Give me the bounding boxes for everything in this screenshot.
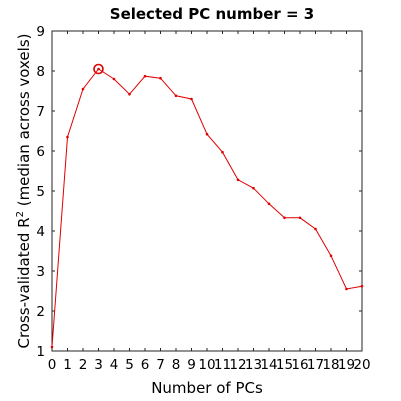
data-point [314,227,317,231]
x-axis-label: Number of PCs [151,379,263,397]
data-point [252,186,255,190]
data-point [283,216,286,220]
x-tick-label: 2 [79,357,88,373]
x-tick-label: 11 [214,357,231,373]
x-tick-label: 18 [322,357,339,373]
y-tick-label: 3 [36,264,45,280]
x-tick-label: 13 [245,357,262,373]
y-tick-label: 9 [36,24,45,40]
data-point [97,67,100,71]
x-tick-label: 10 [198,357,215,373]
x-tick-label: 5 [125,357,134,373]
chart-title: Selected PC number = 3 [110,5,314,23]
x-tick-label: 17 [307,357,324,373]
data-point [236,178,240,182]
x-tick-label: 6 [141,357,150,373]
axes-box [51,30,363,352]
x-tick-label: 15 [276,357,293,373]
selected-point-marker [93,63,104,75]
data-point [345,287,348,291]
data-point [221,150,224,154]
data-point [329,254,333,258]
y-tick-label: 6 [36,144,45,160]
x-tick-label: 4 [110,357,119,373]
data-point [360,284,364,288]
data-point [190,97,193,101]
data-point [112,77,116,81]
x-tick-label: 0 [48,357,57,373]
data-point [50,345,54,349]
y-tick-label: 2 [36,304,45,320]
x-tick-label: 16 [291,357,308,373]
x-tick-label: 7 [156,357,165,373]
y-tick-label: 1 [36,344,45,360]
y-axis-label-superscript: 2 [15,211,26,217]
y-tick-label: 7 [36,104,45,120]
data-point [159,76,162,80]
x-tick-label: 12 [229,357,246,373]
x-tick-label: 14 [260,357,277,373]
y-tick-label: 4 [36,224,45,240]
y-axis: 1 2 3 4 5 6 7 8 9 [36,24,362,360]
y-axis-label-main: Cross-validated R [15,217,33,348]
x-tick-label: 8 [172,357,181,373]
x-tick-label: 20 [353,357,370,373]
y-axis-label-tail: (median across voxels) [15,34,33,212]
data-point [128,92,131,96]
y-tick-label: 5 [36,184,45,200]
series-layer [50,63,364,349]
data-point [81,87,85,91]
data-point [174,94,178,98]
x-tick-label: 1 [63,357,72,373]
data-point [66,135,69,139]
x-tick-label: 19 [338,357,355,373]
y-axis-label: Cross-validated R2 (median across voxels… [15,34,33,349]
data-point [143,74,147,78]
data-point [205,132,209,136]
x-tick-label: 3 [94,357,103,373]
data-point [298,216,302,220]
x-tick-label: 9 [187,357,196,373]
data-point [267,202,271,206]
y-tick-label: 8 [36,64,45,80]
